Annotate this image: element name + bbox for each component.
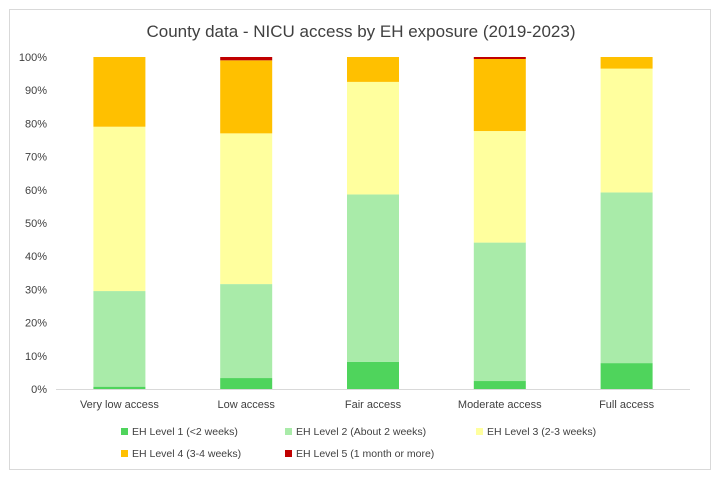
legend-swatch <box>121 450 128 457</box>
x-tick-label: Moderate access <box>458 399 542 411</box>
bar-segment <box>347 361 399 389</box>
legend-label: EH Level 2 (About 2 weeks) <box>296 426 426 438</box>
y-tick-label: 100% <box>19 52 47 64</box>
bar-segment <box>220 133 273 285</box>
y-tick-label: 10% <box>25 351 47 363</box>
legend-label: EH Level 3 (2-3 weeks) <box>487 426 596 438</box>
legend-swatch <box>285 450 292 457</box>
bars <box>93 57 653 389</box>
legend-item: EH Level 3 (2-3 weeks) <box>476 426 596 438</box>
bar-segment <box>220 57 273 61</box>
legend-label: EH Level 5 (1 month or more) <box>296 448 434 460</box>
y-tick-label: 90% <box>25 85 47 97</box>
bar-segment <box>473 242 526 382</box>
bar-segment <box>220 60 273 134</box>
legend-item: EH Level 2 (About 2 weeks) <box>285 426 426 438</box>
y-tick-label: 50% <box>25 218 47 230</box>
bar-segment <box>473 381 526 389</box>
legend-item: EH Level 5 (1 month or more) <box>285 448 434 460</box>
bar-segment <box>347 81 399 195</box>
bar-segment <box>93 57 146 127</box>
bar-segment <box>347 194 399 362</box>
y-axis: 0% 10% 20% 30% 40% 50% 60% 70% 80% 90% 100% <box>19 52 47 396</box>
legend-swatch <box>476 428 483 435</box>
y-tick-label: 70% <box>25 152 47 164</box>
y-tick-label: 60% <box>25 185 47 197</box>
y-tick-label: 30% <box>25 284 47 296</box>
x-axis: Very low access Low access Fair access Mode… <box>56 389 690 411</box>
chart-title: County data - NICU access by EH exposure… <box>147 22 576 41</box>
bar-segment <box>600 363 653 389</box>
y-tick-label: 20% <box>25 318 47 330</box>
x-tick-label: Very low access <box>80 399 159 411</box>
x-tick-label: Low access <box>217 399 275 411</box>
legend-item: EH Level 4 (3-4 weeks) <box>121 448 241 460</box>
bar-segment <box>473 57 526 59</box>
bar-segment <box>93 126 146 292</box>
legend: EH Level 1 (<2 weeks) EH Level 2 (About 2… <box>121 426 596 460</box>
legend-swatch <box>285 428 292 435</box>
legend-swatch <box>121 428 128 435</box>
bar-segment <box>473 58 526 132</box>
legend-label: EH Level 1 (<2 weeks) <box>132 426 238 438</box>
bar-segment <box>93 291 146 387</box>
y-tick-label: 0% <box>31 384 47 396</box>
y-tick-label: 40% <box>25 251 47 263</box>
x-tick-label: Fair access <box>345 399 402 411</box>
bar-segment <box>220 284 273 379</box>
bar-segment <box>600 68 653 193</box>
bar-segment <box>220 378 273 389</box>
legend-label: EH Level 4 (3-4 weeks) <box>132 448 241 460</box>
legend-item: EH Level 1 (<2 weeks) <box>121 426 238 438</box>
bar-segment <box>600 192 653 364</box>
y-tick-label: 80% <box>25 118 47 130</box>
bar-segment <box>93 386 146 389</box>
x-tick-label: Full access <box>599 399 655 411</box>
bar-segment <box>473 131 526 243</box>
bar-segment <box>347 57 399 82</box>
bar-segment <box>600 57 653 69</box>
